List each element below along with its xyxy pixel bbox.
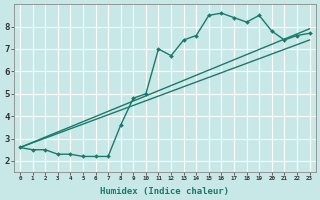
X-axis label: Humidex (Indice chaleur): Humidex (Indice chaleur) <box>100 187 229 196</box>
